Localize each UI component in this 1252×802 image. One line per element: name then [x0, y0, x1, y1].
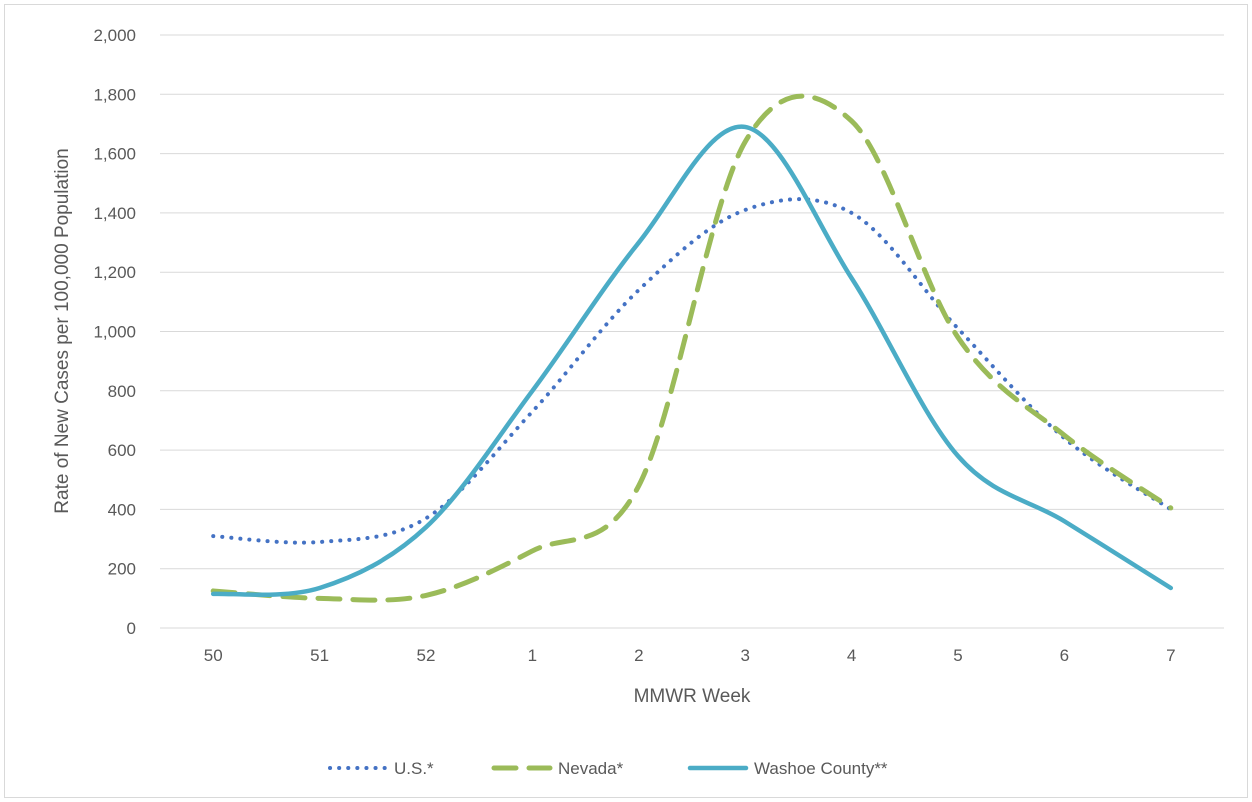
x-tick-label: 1 [528, 646, 537, 665]
y-tick-label: 1,400 [93, 204, 136, 223]
legend: U.S.* Nevada* Washoe County** [328, 759, 888, 778]
series-line-1 [210, 93, 1174, 603]
y-tick-label: 1,600 [93, 145, 136, 164]
series-lines [210, 93, 1174, 603]
x-axis-title: MMWR Week [634, 686, 751, 707]
legend-label: U.S.* [394, 759, 434, 778]
legend-label: Washoe County** [754, 759, 888, 778]
legend-label: Nevada* [558, 759, 624, 778]
series-line-2 [210, 124, 1174, 597]
x-tick-label: 2 [634, 646, 643, 665]
y-tick-label: 1,200 [93, 263, 136, 282]
x-tick-label: 3 [740, 646, 749, 665]
x-axis-ticks: 50 51 52 1 2 3 4 5 6 7 [204, 646, 1176, 665]
y-tick-label: 0 [127, 619, 136, 638]
x-tick-label: 7 [1166, 646, 1175, 665]
y-tick-label: 800 [108, 382, 136, 401]
y-axis-ticks: 0 200 400 600 800 1,000 1,200 1,400 1,600 1,800 2,… [93, 26, 136, 638]
series-line-0 [211, 197, 1173, 545]
x-tick-label: 50 [204, 646, 223, 665]
x-tick-label: 6 [1060, 646, 1069, 665]
y-tick-label: 2,000 [93, 26, 136, 45]
x-tick-label: 5 [953, 646, 962, 665]
chart-frame [4, 4, 1248, 798]
y-tick-label: 1,000 [93, 323, 136, 342]
x-tick-label: 4 [847, 646, 856, 665]
y-tick-label: 200 [108, 560, 136, 579]
x-tick-label: 52 [417, 646, 436, 665]
y-tick-label: 400 [108, 500, 136, 519]
y-axis-title: Rate of New Cases per 100,000 Population [52, 148, 73, 513]
x-tick-label: 51 [310, 646, 329, 665]
gridlines [160, 34, 1224, 629]
y-tick-label: 600 [108, 441, 136, 460]
y-tick-label: 1,800 [93, 85, 136, 104]
